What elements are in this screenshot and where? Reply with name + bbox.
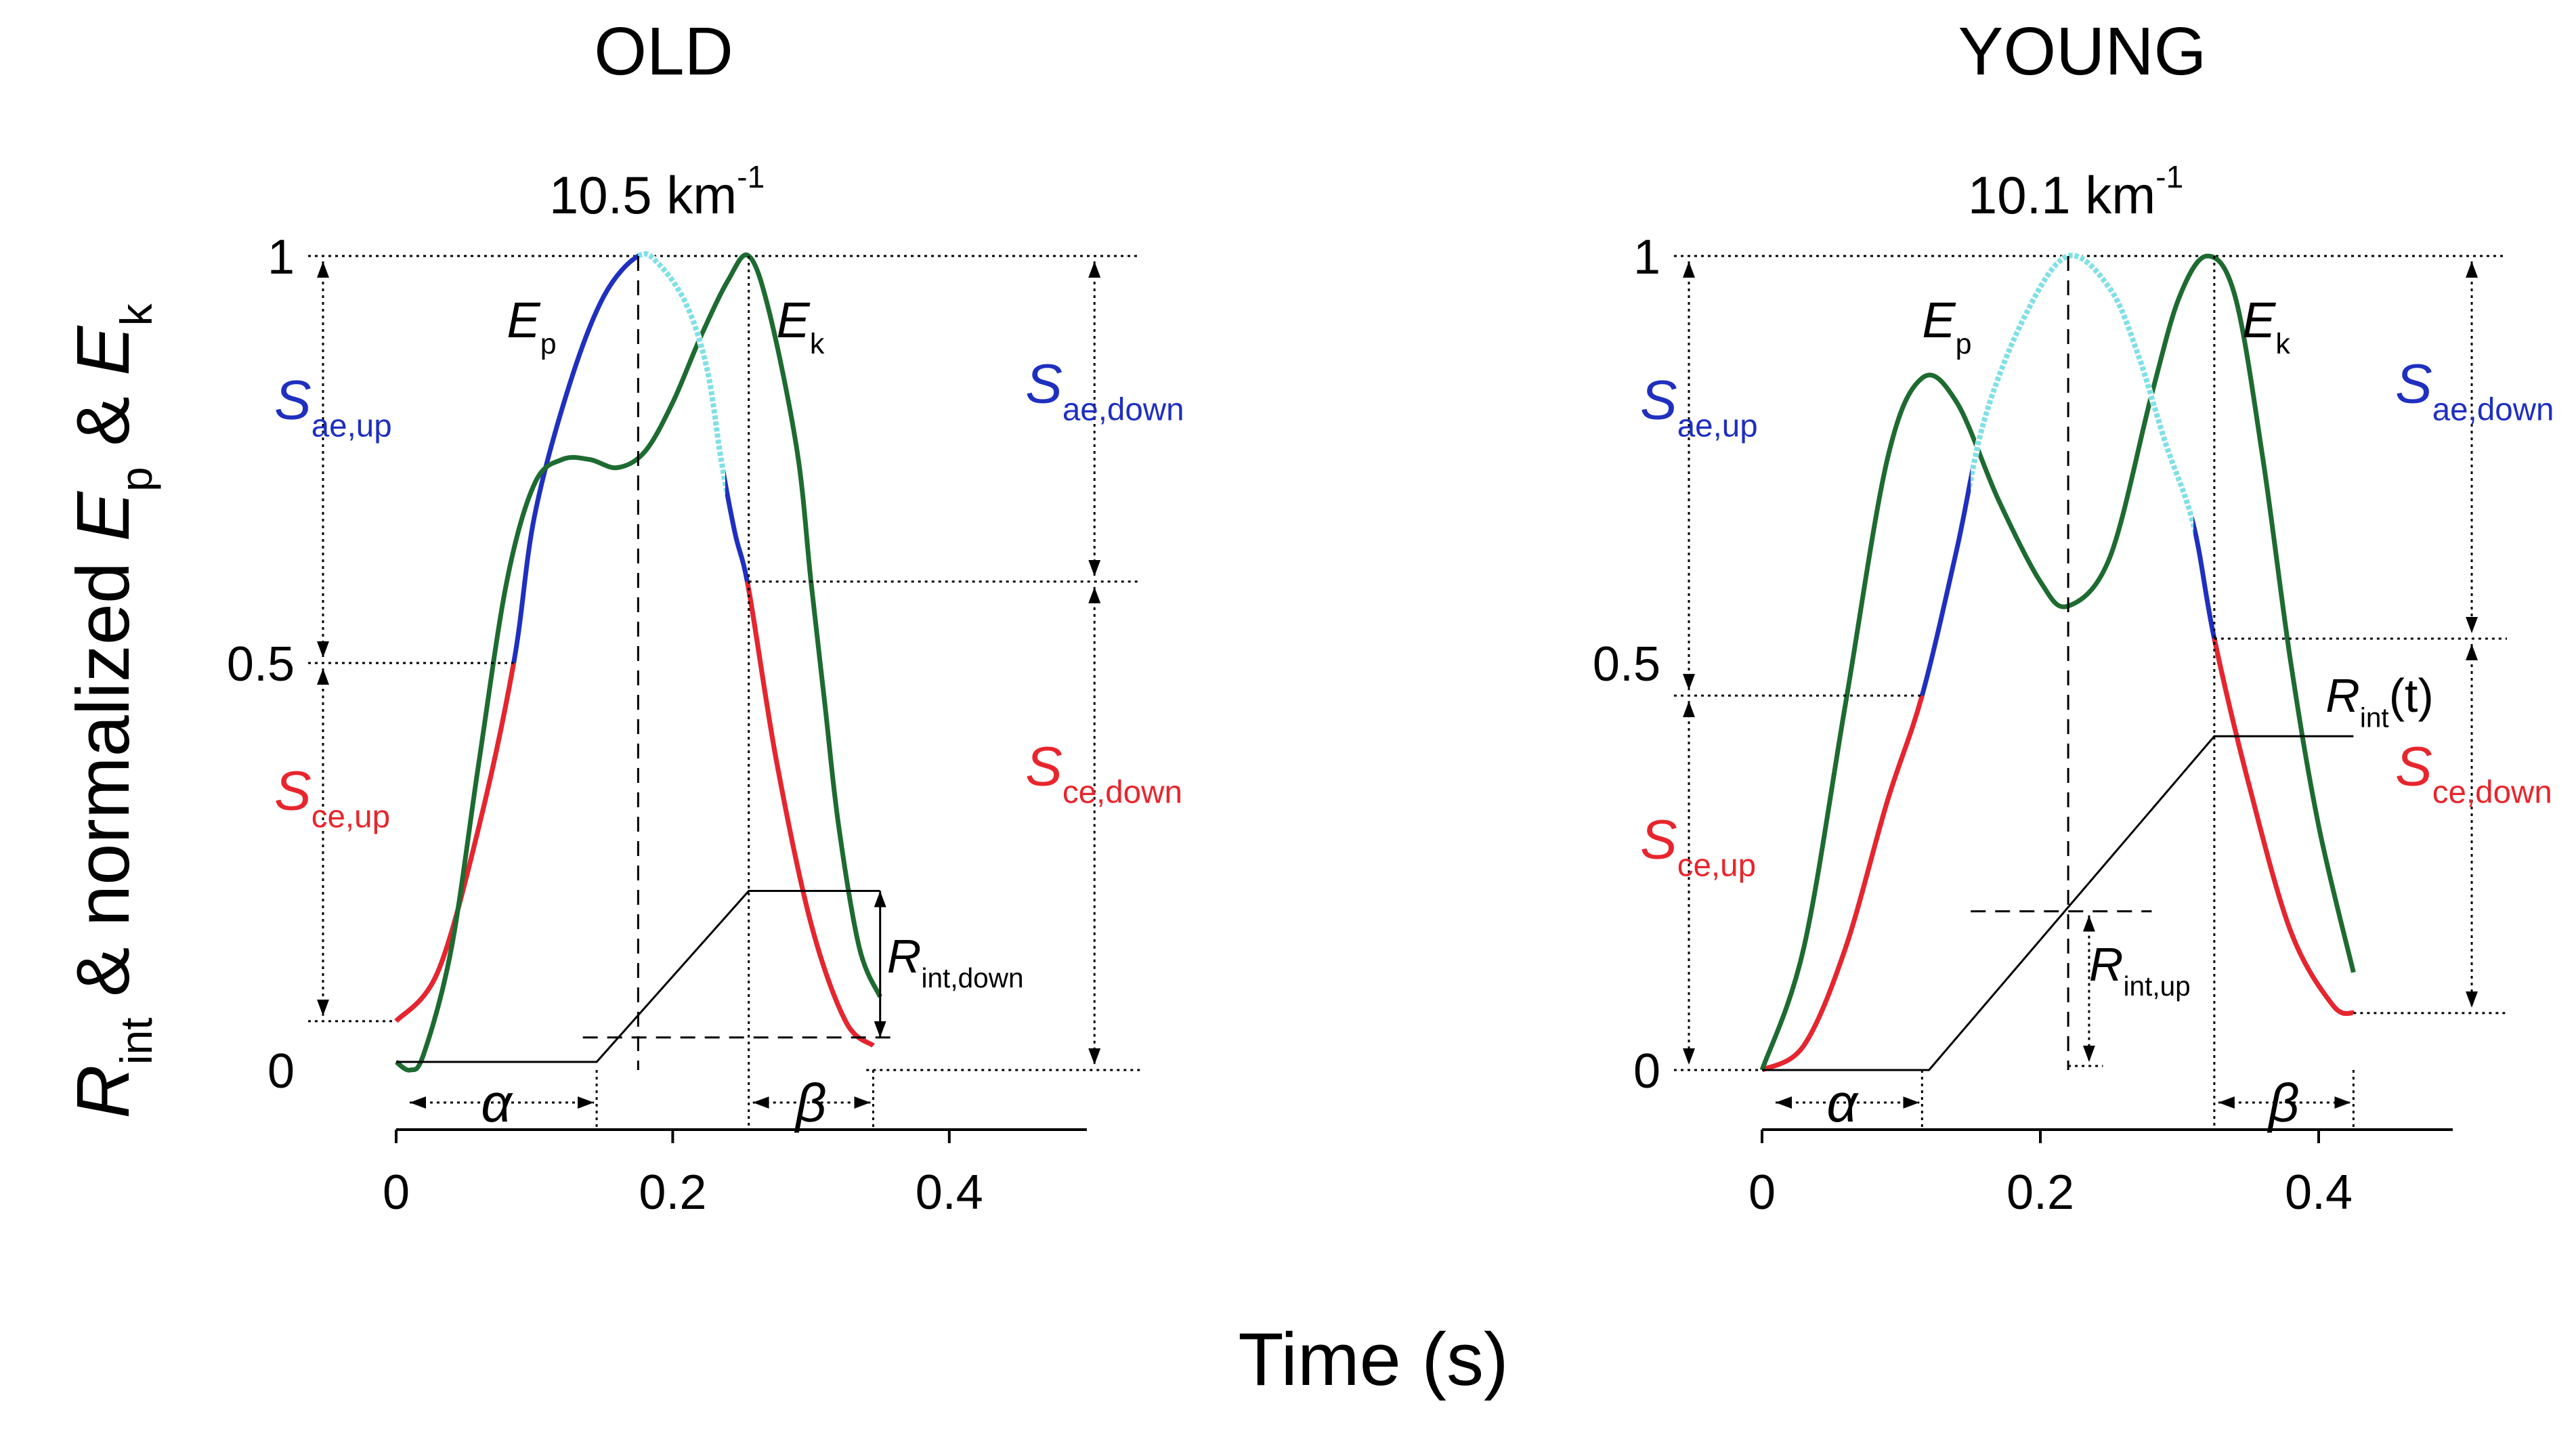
young-panel-title: YOUNG bbox=[1958, 14, 2207, 89]
young-ek-line bbox=[1759, 253, 2356, 1071]
young-ep-label: Ep bbox=[1922, 292, 1971, 360]
young-y-tick-label: 1 bbox=[1633, 230, 1660, 284]
young-subtitle: 10.1 km-1 bbox=[1968, 159, 2183, 225]
young-sce-up-label: Sce,up bbox=[1640, 809, 1756, 883]
y-axis-label: Rint & normalized Ep & Ek bbox=[62, 303, 161, 1118]
old-x-tick-label: 0 bbox=[383, 1166, 410, 1220]
old-ek-line bbox=[394, 252, 882, 1073]
old-sae-up-label: Sae,up bbox=[274, 369, 392, 444]
young-x-tick-label: 0 bbox=[1748, 1166, 1776, 1220]
young-sce-down-label: Sce,down bbox=[2395, 735, 2552, 810]
old-y-tick-label: 0.5 bbox=[227, 637, 295, 691]
old-subtitle: 10.5 km-1 bbox=[549, 159, 765, 225]
old-rint-line bbox=[396, 890, 880, 1063]
young-sae-up-label: Sae,up bbox=[1640, 369, 1758, 444]
old-sce-down-label: Sce,down bbox=[1025, 735, 1182, 810]
old-ep-line-low bbox=[394, 581, 875, 1048]
old-ep-line bbox=[394, 251, 875, 1048]
old-sae-down-label: Sae,down bbox=[1025, 353, 1184, 427]
old-y-tick-label: 1 bbox=[267, 230, 295, 284]
young-alpha-label: α bbox=[1826, 1073, 1859, 1133]
x-axis-label: Time (s) bbox=[1238, 1318, 1508, 1401]
young-beta-label: β bbox=[2267, 1073, 2300, 1133]
old-sce-up-label: Sce,up bbox=[274, 760, 390, 834]
young-x-tick-label: 0.2 bbox=[2006, 1166, 2074, 1220]
young-ep-line-low bbox=[1761, 638, 2355, 1073]
old-alpha-label: α bbox=[481, 1073, 513, 1133]
old-ep-label: Ep bbox=[507, 292, 556, 360]
young-sae-down-label: Sae,down bbox=[2395, 353, 2554, 427]
old-beta-label: β bbox=[794, 1073, 827, 1133]
old-panel-title: OLD bbox=[594, 14, 733, 89]
young-ek-label: Ek bbox=[2242, 292, 2290, 360]
old-y-tick-label: 0 bbox=[267, 1044, 295, 1098]
old-ep-line-top bbox=[638, 251, 725, 498]
old-ek-label: Ek bbox=[777, 292, 825, 360]
young-rint-t-label: Rint(t) bbox=[2325, 669, 2434, 733]
young-y-tick-label: 0.5 bbox=[1593, 637, 1660, 691]
young-y-tick-label: 0 bbox=[1633, 1044, 1660, 1098]
old-rint-label: Rint,down bbox=[887, 930, 1024, 994]
old-x-tick-label: 0.2 bbox=[639, 1166, 706, 1220]
young-rint-label: Rint,up bbox=[2089, 938, 2191, 1002]
old-ep-top-bg bbox=[638, 251, 725, 500]
young-rint-line bbox=[1762, 735, 2354, 1071]
old-x-tick-label: 0.4 bbox=[916, 1166, 983, 1220]
young-x-tick-label: 0.4 bbox=[2285, 1166, 2353, 1220]
young-ep-top-bg bbox=[1971, 252, 2194, 539]
